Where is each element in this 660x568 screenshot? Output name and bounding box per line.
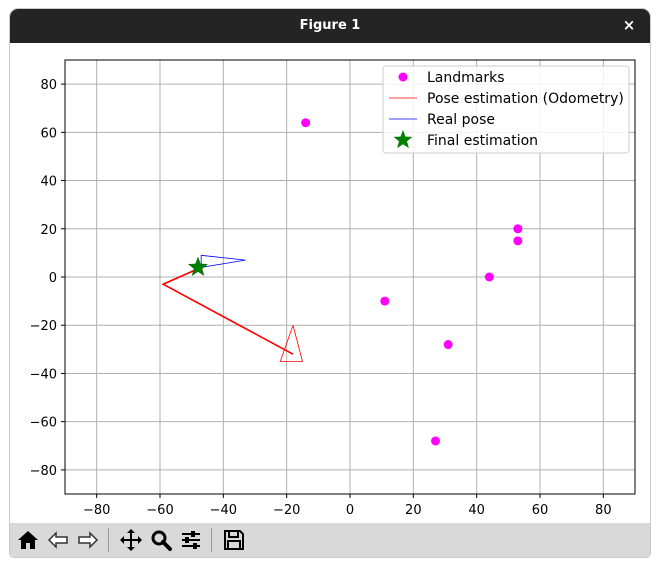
navigation-toolbar xyxy=(10,523,650,557)
toolbar-separator xyxy=(108,528,109,552)
plot-canvas[interactable]: −80 −60 −40 −20 0 20 40 60 80 −80 −60 −40 −20 0 20 40 60… xyxy=(10,43,650,523)
landmark-point xyxy=(443,340,453,350)
x-tick-label: −80 xyxy=(83,503,110,518)
y-tick-label: 80 xyxy=(40,78,57,93)
configure-subplots-button[interactable] xyxy=(177,525,205,555)
odometry-pose-triangle xyxy=(279,325,304,362)
landmark-point xyxy=(513,224,523,234)
zoom-magnifier-icon xyxy=(151,530,172,551)
toolbar-separator xyxy=(211,528,212,552)
back-button[interactable] xyxy=(44,525,72,555)
landmark-point xyxy=(431,436,440,446)
x-tick-label: 80 xyxy=(595,503,612,518)
floppy-disk-icon xyxy=(224,530,244,550)
legend-marker-circle xyxy=(398,72,408,82)
figure-window: Figure 1 × −80 −60 −40 −20 0 20 40 60 80 −80 −60 −4… xyxy=(10,9,650,557)
x-tick-label: 20 xyxy=(405,503,422,518)
x-tick-label: −60 xyxy=(146,503,173,518)
legend: Landmarks Pose estimation (Odometry) Real … xyxy=(382,65,630,154)
y-tick-label: 60 xyxy=(40,126,57,141)
tick-labels: −80 −60 −40 −20 0 20 40 60 80 −80 −60 −40 −20 0 20 40 60… xyxy=(30,78,612,518)
sliders-icon xyxy=(182,531,200,549)
x-tick-label: −40 xyxy=(210,503,237,518)
series-layer xyxy=(161,118,523,446)
forward-arrow-icon xyxy=(78,531,99,549)
window-title: Figure 1 xyxy=(299,18,361,33)
y-tick-label: −60 xyxy=(30,416,57,431)
x-tick-label: 40 xyxy=(468,503,485,518)
legend-label: Landmarks xyxy=(427,70,505,86)
zoom-button[interactable] xyxy=(147,525,175,555)
y-tick-label: 0 xyxy=(49,271,57,286)
back-arrow-icon xyxy=(47,531,68,549)
odometry-path xyxy=(161,266,294,355)
title-bar: Figure 1 × xyxy=(10,9,650,43)
x-tick-label: 0 xyxy=(346,503,354,518)
landmark-point xyxy=(301,118,311,128)
legend-label: Final estimation xyxy=(427,133,538,149)
y-tick-label: −40 xyxy=(30,367,57,382)
landmark-point xyxy=(484,272,494,282)
legend-marker-star xyxy=(393,130,413,149)
save-button[interactable] xyxy=(220,525,248,555)
pan-arrows-icon xyxy=(120,529,142,551)
final-estimation-star xyxy=(187,256,209,277)
home-button[interactable] xyxy=(14,525,42,555)
plot-svg: −80 −60 −40 −20 0 20 40 60 80 −80 −60 −40 −20 0 20 40 60… xyxy=(30,59,636,518)
x-tick-label: −20 xyxy=(273,503,300,518)
x-tick-label: 60 xyxy=(532,503,549,518)
y-tick-label: −80 xyxy=(30,464,57,479)
legend-label: Real pose xyxy=(427,112,495,128)
legend-label: Pose estimation (Odometry) xyxy=(427,91,624,107)
landmark-point xyxy=(380,296,390,306)
close-button[interactable]: × xyxy=(622,16,636,34)
landmark-point xyxy=(513,236,523,246)
pan-button[interactable] xyxy=(117,525,145,555)
real-pose-triangle xyxy=(200,254,246,268)
y-tick-label: −20 xyxy=(30,319,57,334)
y-tick-label: 20 xyxy=(40,223,57,238)
home-icon xyxy=(18,531,38,549)
forward-button[interactable] xyxy=(74,525,102,555)
y-tick-label: 40 xyxy=(40,175,57,190)
legend-box xyxy=(382,65,630,154)
